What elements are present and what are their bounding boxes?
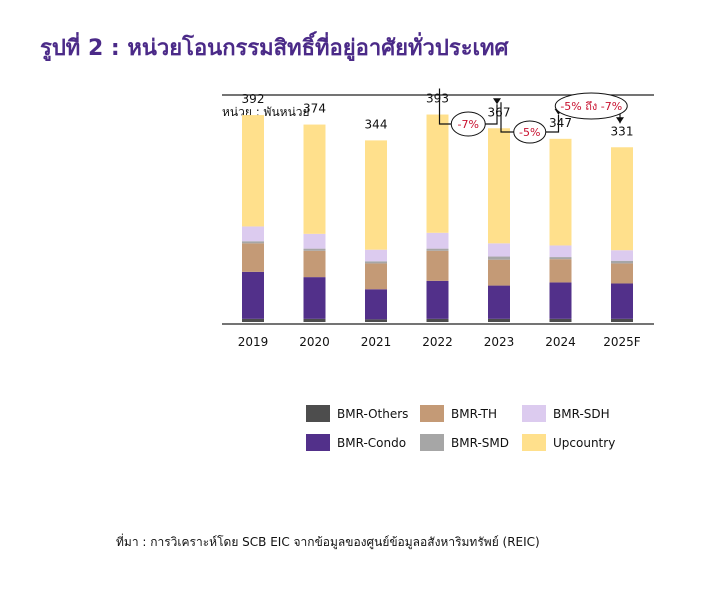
total-label-2019: 392: [242, 92, 265, 106]
y-axis-unit: หน่วย : พันหน่วย: [222, 105, 310, 119]
bar-upcountry-2021: [365, 140, 387, 250]
chart-title: รูปที่ 2 : หน่วยโอนกรรมสิทธิ์ที่อยู่อาศั…: [40, 36, 509, 61]
x-tick-label-2023: 2023: [484, 335, 515, 349]
total-label-2025F: 331: [611, 124, 634, 138]
bar-bmr-others-2021: [365, 319, 387, 322]
bar-bmr-sdh-2019: [242, 226, 264, 242]
bar-bmr-th-2024: [549, 259, 572, 283]
bar-bmr-condo-2021: [365, 289, 387, 320]
legend-label-upcountry: Upcountry: [553, 436, 615, 450]
bar-upcountry-2024: [549, 138, 572, 246]
bar-bmr-th-2020: [303, 250, 326, 278]
bar-bmr-smd-2024: [549, 257, 572, 260]
annotation-2023-2024-label: -5%: [519, 126, 540, 139]
total-label-2023: 367: [488, 105, 511, 119]
bar-bmr-smd-2025F: [611, 260, 633, 264]
bar-bmr-sdh-2024: [549, 245, 572, 258]
bar-bmr-condo-2022: [426, 280, 449, 319]
bar-bmr-smd-2023: [488, 256, 510, 260]
bar-bmr-smd-2020: [303, 248, 326, 251]
legend-label-bmr-condo: BMR-Condo: [337, 436, 406, 450]
annotation-2023-2024-bubble: [513, 120, 547, 144]
bar-upcountry-2022: [426, 114, 449, 233]
total-label-2024: 347: [549, 116, 572, 130]
bar-bmr-th-2022: [426, 250, 449, 281]
legend-label-bmr-others: BMR-Others: [337, 407, 408, 421]
x-tick-label-2025F: 2025F: [603, 335, 641, 349]
legend-swatch-upcountry: [522, 434, 546, 451]
bar-bmr-others-2022: [426, 318, 449, 322]
bar-bmr-condo-2025F: [611, 283, 633, 319]
annotation-2022-2023-bubble: [450, 111, 486, 137]
x-tick-label-2024: 2024: [545, 335, 576, 349]
bar-bmr-others-2025F: [611, 318, 633, 322]
legend-swatch-bmr-condo: [306, 434, 330, 451]
bar-bmr-th-2023: [488, 259, 510, 286]
total-label-2020: 374: [303, 102, 326, 116]
bar-bmr-condo-2024: [549, 282, 572, 319]
annotation-2022-2023-arrowhead: [493, 98, 501, 105]
bar-bmr-th-2025F: [611, 263, 633, 284]
annotation-2024-2025-bubble: [554, 92, 628, 120]
bar-bmr-others-2023: [488, 318, 510, 322]
bar-bmr-sdh-2025F: [611, 250, 633, 261]
bar-bmr-smd-2019: [242, 241, 264, 244]
legend-label-bmr-th: BMR-TH: [451, 407, 497, 421]
annotation-2022-2023-label: -7%: [458, 118, 479, 131]
annotation-2024-2025-label: -5% ถึง -7%: [560, 100, 622, 113]
legend-swatch-bmr-others: [306, 405, 330, 422]
bar-bmr-sdh-2020: [303, 233, 326, 249]
bar-bmr-others-2024: [549, 318, 572, 322]
bar-bmr-th-2019: [242, 243, 264, 272]
bar-bmr-others-2020: [303, 318, 326, 322]
x-tick-label-2021: 2021: [361, 335, 392, 349]
bar-upcountry-2020: [303, 124, 326, 234]
legend-label-bmr-smd: BMR-SMD: [451, 436, 509, 450]
x-tick-label-2019: 2019: [238, 335, 269, 349]
bar-bmr-condo-2023: [488, 285, 510, 319]
bar-bmr-condo-2019: [242, 271, 264, 319]
bar-bmr-th-2021: [365, 263, 387, 290]
source-note: ที่มา : การวิเคราะห์โดย SCB EIC จากข้อมู…: [116, 535, 540, 549]
bar-bmr-sdh-2023: [488, 243, 510, 257]
legend-swatch-bmr-th: [420, 405, 444, 422]
legend-swatch-bmr-smd: [420, 434, 444, 451]
legend-label-bmr-sdh: BMR-SDH: [553, 407, 610, 421]
bar-bmr-smd-2021: [365, 261, 387, 264]
bar-upcountry-2023: [488, 128, 510, 244]
bar-bmr-sdh-2022: [426, 232, 449, 249]
bar-upcountry-2019: [242, 115, 264, 227]
x-tick-label-2022: 2022: [422, 335, 453, 349]
total-label-2022: 393: [426, 92, 449, 106]
annotation-2024-2025-arrowhead: [616, 117, 624, 124]
bar-bmr-smd-2022: [426, 248, 449, 251]
bar-bmr-condo-2020: [303, 277, 326, 319]
bar-bmr-others-2019: [242, 318, 264, 322]
bar-bmr-sdh-2021: [365, 249, 387, 262]
x-tick-label-2020: 2020: [299, 335, 330, 349]
bar-upcountry-2025F: [611, 147, 633, 251]
total-label-2021: 344: [365, 117, 388, 131]
legend-swatch-bmr-sdh: [522, 405, 546, 422]
